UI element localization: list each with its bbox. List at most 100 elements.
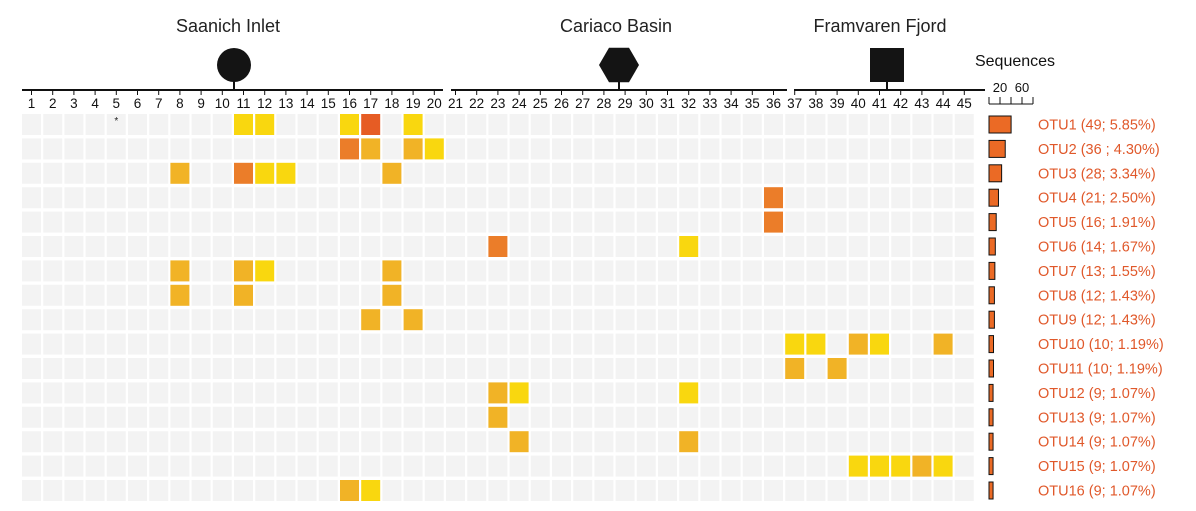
heatmap-cell [742, 333, 762, 355]
heatmap-cell [870, 114, 889, 135]
heatmap-cell [234, 431, 253, 453]
heatmap-cell [85, 260, 105, 282]
heatmap-cell [340, 260, 359, 282]
heatmap-cell [446, 309, 465, 331]
heatmap-cell-filled [255, 162, 275, 184]
heatmap-cell [340, 333, 359, 355]
heatmap-cell [170, 211, 190, 233]
heatmap-cell [106, 284, 126, 306]
heatmap-cell [234, 333, 253, 355]
column-label: 15 [321, 96, 336, 111]
heatmap-cell-filled [234, 260, 253, 282]
heatmap-cell [22, 358, 41, 379]
heatmap-cell [870, 187, 889, 209]
heatmap-cell [234, 187, 253, 209]
heatmap-cell [636, 358, 656, 379]
heatmap-cell [106, 309, 126, 331]
otu-label: OTU8 (12; 1.43%) [1038, 288, 1156, 304]
heatmap-cell-filled [870, 333, 889, 355]
heatmap-cell [149, 162, 169, 184]
column-label: 14 [300, 96, 316, 111]
heatmap-cell [700, 455, 720, 477]
heatmap-cell [679, 138, 699, 160]
heatmap-cell [848, 284, 868, 306]
heatmap-cell [615, 358, 635, 379]
heatmap-cell-filled [382, 260, 402, 282]
heatmap-cell [191, 333, 211, 355]
heatmap-cell [615, 236, 635, 257]
heatmap-cell [870, 260, 889, 282]
heatmap-cell [64, 284, 84, 306]
heatmap-cell [594, 358, 614, 379]
sequence-bar [988, 188, 999, 207]
heatmap-cell [212, 162, 232, 184]
heatmap-cell [340, 455, 359, 477]
heatmap-cell-filled [403, 138, 423, 160]
heatmap-cell [933, 382, 953, 404]
heatmap-cell [530, 260, 550, 282]
heatmap-cell [64, 455, 84, 477]
heatmap-cell [403, 333, 423, 355]
heatmap-cell [933, 162, 953, 184]
column-label: 10 [215, 96, 230, 111]
heatmap-cell [149, 236, 169, 257]
column-label: 21 [448, 96, 463, 111]
heatmap-cell [64, 358, 84, 379]
heatmap-cell [22, 406, 41, 428]
heatmap-cell [552, 236, 571, 257]
heatmap-cell [191, 138, 211, 160]
heatmap-cell [128, 382, 147, 404]
heatmap-cell [64, 406, 84, 428]
heatmap-cell [43, 406, 63, 428]
heatmap-cell [615, 260, 635, 282]
heatmap-cell [742, 187, 762, 209]
heatmap-cell [234, 358, 253, 379]
heatmap-cell [467, 309, 487, 331]
heatmap-cell [552, 358, 571, 379]
heatmap-cell [424, 114, 444, 135]
heatmap-cell-filled [848, 333, 868, 355]
heatmap-cell [22, 260, 41, 282]
heatmap-cell [22, 455, 41, 477]
heatmap-cell [785, 187, 805, 209]
heatmap-cell [488, 358, 508, 379]
heatmap-cell [594, 382, 614, 404]
heatmap-cell [700, 358, 720, 379]
heatmap-cell [552, 284, 571, 306]
heatmap-cell [848, 236, 868, 257]
column-label: 25 [533, 96, 548, 111]
sequence-bar [988, 115, 1012, 134]
heatmap-cell [636, 382, 656, 404]
heatmap-cell [170, 333, 190, 355]
heatmap-cell [891, 309, 911, 331]
site-title: Cariaco Basin [560, 16, 672, 36]
heatmap-cell [679, 162, 699, 184]
heatmap-cell [255, 138, 275, 160]
heatmap-cell [85, 455, 105, 477]
heatmap-cell [870, 284, 889, 306]
heatmap-cell [128, 284, 147, 306]
heatmap-cell [212, 431, 232, 453]
heatmap-cell [785, 431, 805, 453]
heatmap-cell [149, 309, 169, 331]
column-label: 20 [427, 96, 442, 111]
heatmap-cell [658, 333, 677, 355]
heatmap-cell [636, 211, 656, 233]
sequence-bar [988, 286, 995, 305]
heatmap-cell [276, 431, 296, 453]
heatmap-cell [530, 455, 550, 477]
heatmap-cell [806, 211, 826, 233]
heatmap-cell [933, 284, 953, 306]
heatmap-cell [191, 455, 211, 477]
heatmap-cell [22, 236, 41, 257]
heatmap-cell [106, 382, 126, 404]
heatmap-cell [234, 211, 253, 233]
heatmap-cell [22, 284, 41, 306]
heatmap-cell [382, 382, 402, 404]
sequence-bar [988, 432, 994, 451]
heatmap-cell-filled [806, 333, 826, 355]
heatmap-cell [700, 187, 720, 209]
heatmap-cell-filled [509, 431, 529, 453]
heatmap-cell [509, 309, 529, 331]
